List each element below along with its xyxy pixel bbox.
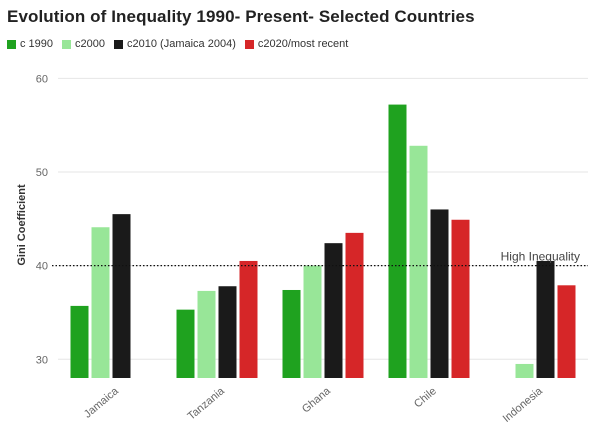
legend: c 1990 c2000 c2010 (Jamaica 2004) c2020/… bbox=[7, 38, 348, 50]
bar-ghana-1[interactable] bbox=[303, 265, 322, 378]
x-tick-label: Ghana bbox=[300, 385, 334, 416]
x-tick-label: Chile bbox=[412, 385, 439, 410]
reference-line-group: High Inequality bbox=[52, 250, 588, 267]
x-tick-label: Indonesia bbox=[501, 385, 546, 425]
y-tick-label: 40 bbox=[36, 261, 48, 273]
legend-label: c2000 bbox=[75, 38, 106, 50]
legend-item-c1990[interactable]: c 1990 bbox=[7, 38, 53, 50]
bar-tanzania-0[interactable] bbox=[176, 309, 195, 378]
legend-swatch bbox=[7, 39, 16, 49]
legend-item-c2020[interactable]: c2020/most recent bbox=[244, 38, 349, 50]
bar-indonesia-3[interactable] bbox=[557, 285, 576, 378]
bar-ghana-3[interactable] bbox=[345, 232, 364, 378]
legend-swatch bbox=[62, 39, 72, 49]
legend-label: c2020/most recent bbox=[257, 38, 349, 50]
y-tick-label: 30 bbox=[36, 354, 48, 366]
bar-jamaica-2[interactable] bbox=[112, 214, 131, 378]
legend-item-c2000[interactable]: c2000 bbox=[62, 38, 105, 50]
x-tick-label: Jamaica bbox=[82, 385, 122, 421]
bar-indonesia-1[interactable] bbox=[515, 363, 534, 378]
reference-line-label: High Inequality bbox=[501, 250, 580, 264]
chart-title: Evolution of Inequality 1990- Present- S… bbox=[7, 7, 475, 26]
y-tick-label: 50 bbox=[36, 167, 48, 179]
legend-item-c2010[interactable]: c2010 (Jamaica 2004) bbox=[114, 38, 236, 50]
legend-label: c 1990 bbox=[20, 38, 54, 50]
bar-jamaica-0[interactable] bbox=[70, 305, 89, 378]
x-tick-label: Tanzania bbox=[185, 385, 227, 423]
bar-indonesia-2[interactable] bbox=[536, 260, 555, 378]
bar-tanzania-1[interactable] bbox=[197, 290, 216, 378]
legend-swatch bbox=[114, 39, 124, 49]
bar-chile-1[interactable] bbox=[409, 145, 428, 378]
bar-ghana-2[interactable] bbox=[324, 243, 343, 378]
bar-tanzania-2[interactable] bbox=[218, 286, 237, 378]
legend-label: c2010 (Jamaica 2004) bbox=[127, 38, 236, 50]
bar-chile-3[interactable] bbox=[451, 219, 470, 378]
bar-chile-2[interactable] bbox=[430, 209, 449, 378]
y-tick-label: 60 bbox=[36, 73, 48, 85]
bar-jamaica-1[interactable] bbox=[91, 227, 110, 378]
bars bbox=[70, 104, 576, 378]
bar-chile-0[interactable] bbox=[388, 104, 407, 378]
bar-ghana-0[interactable] bbox=[282, 289, 301, 378]
legend-swatch bbox=[244, 39, 254, 49]
gridlines bbox=[58, 77, 588, 360]
bar-tanzania-3[interactable] bbox=[239, 260, 258, 378]
y-axis-label: Gini Coefficient bbox=[16, 184, 28, 266]
